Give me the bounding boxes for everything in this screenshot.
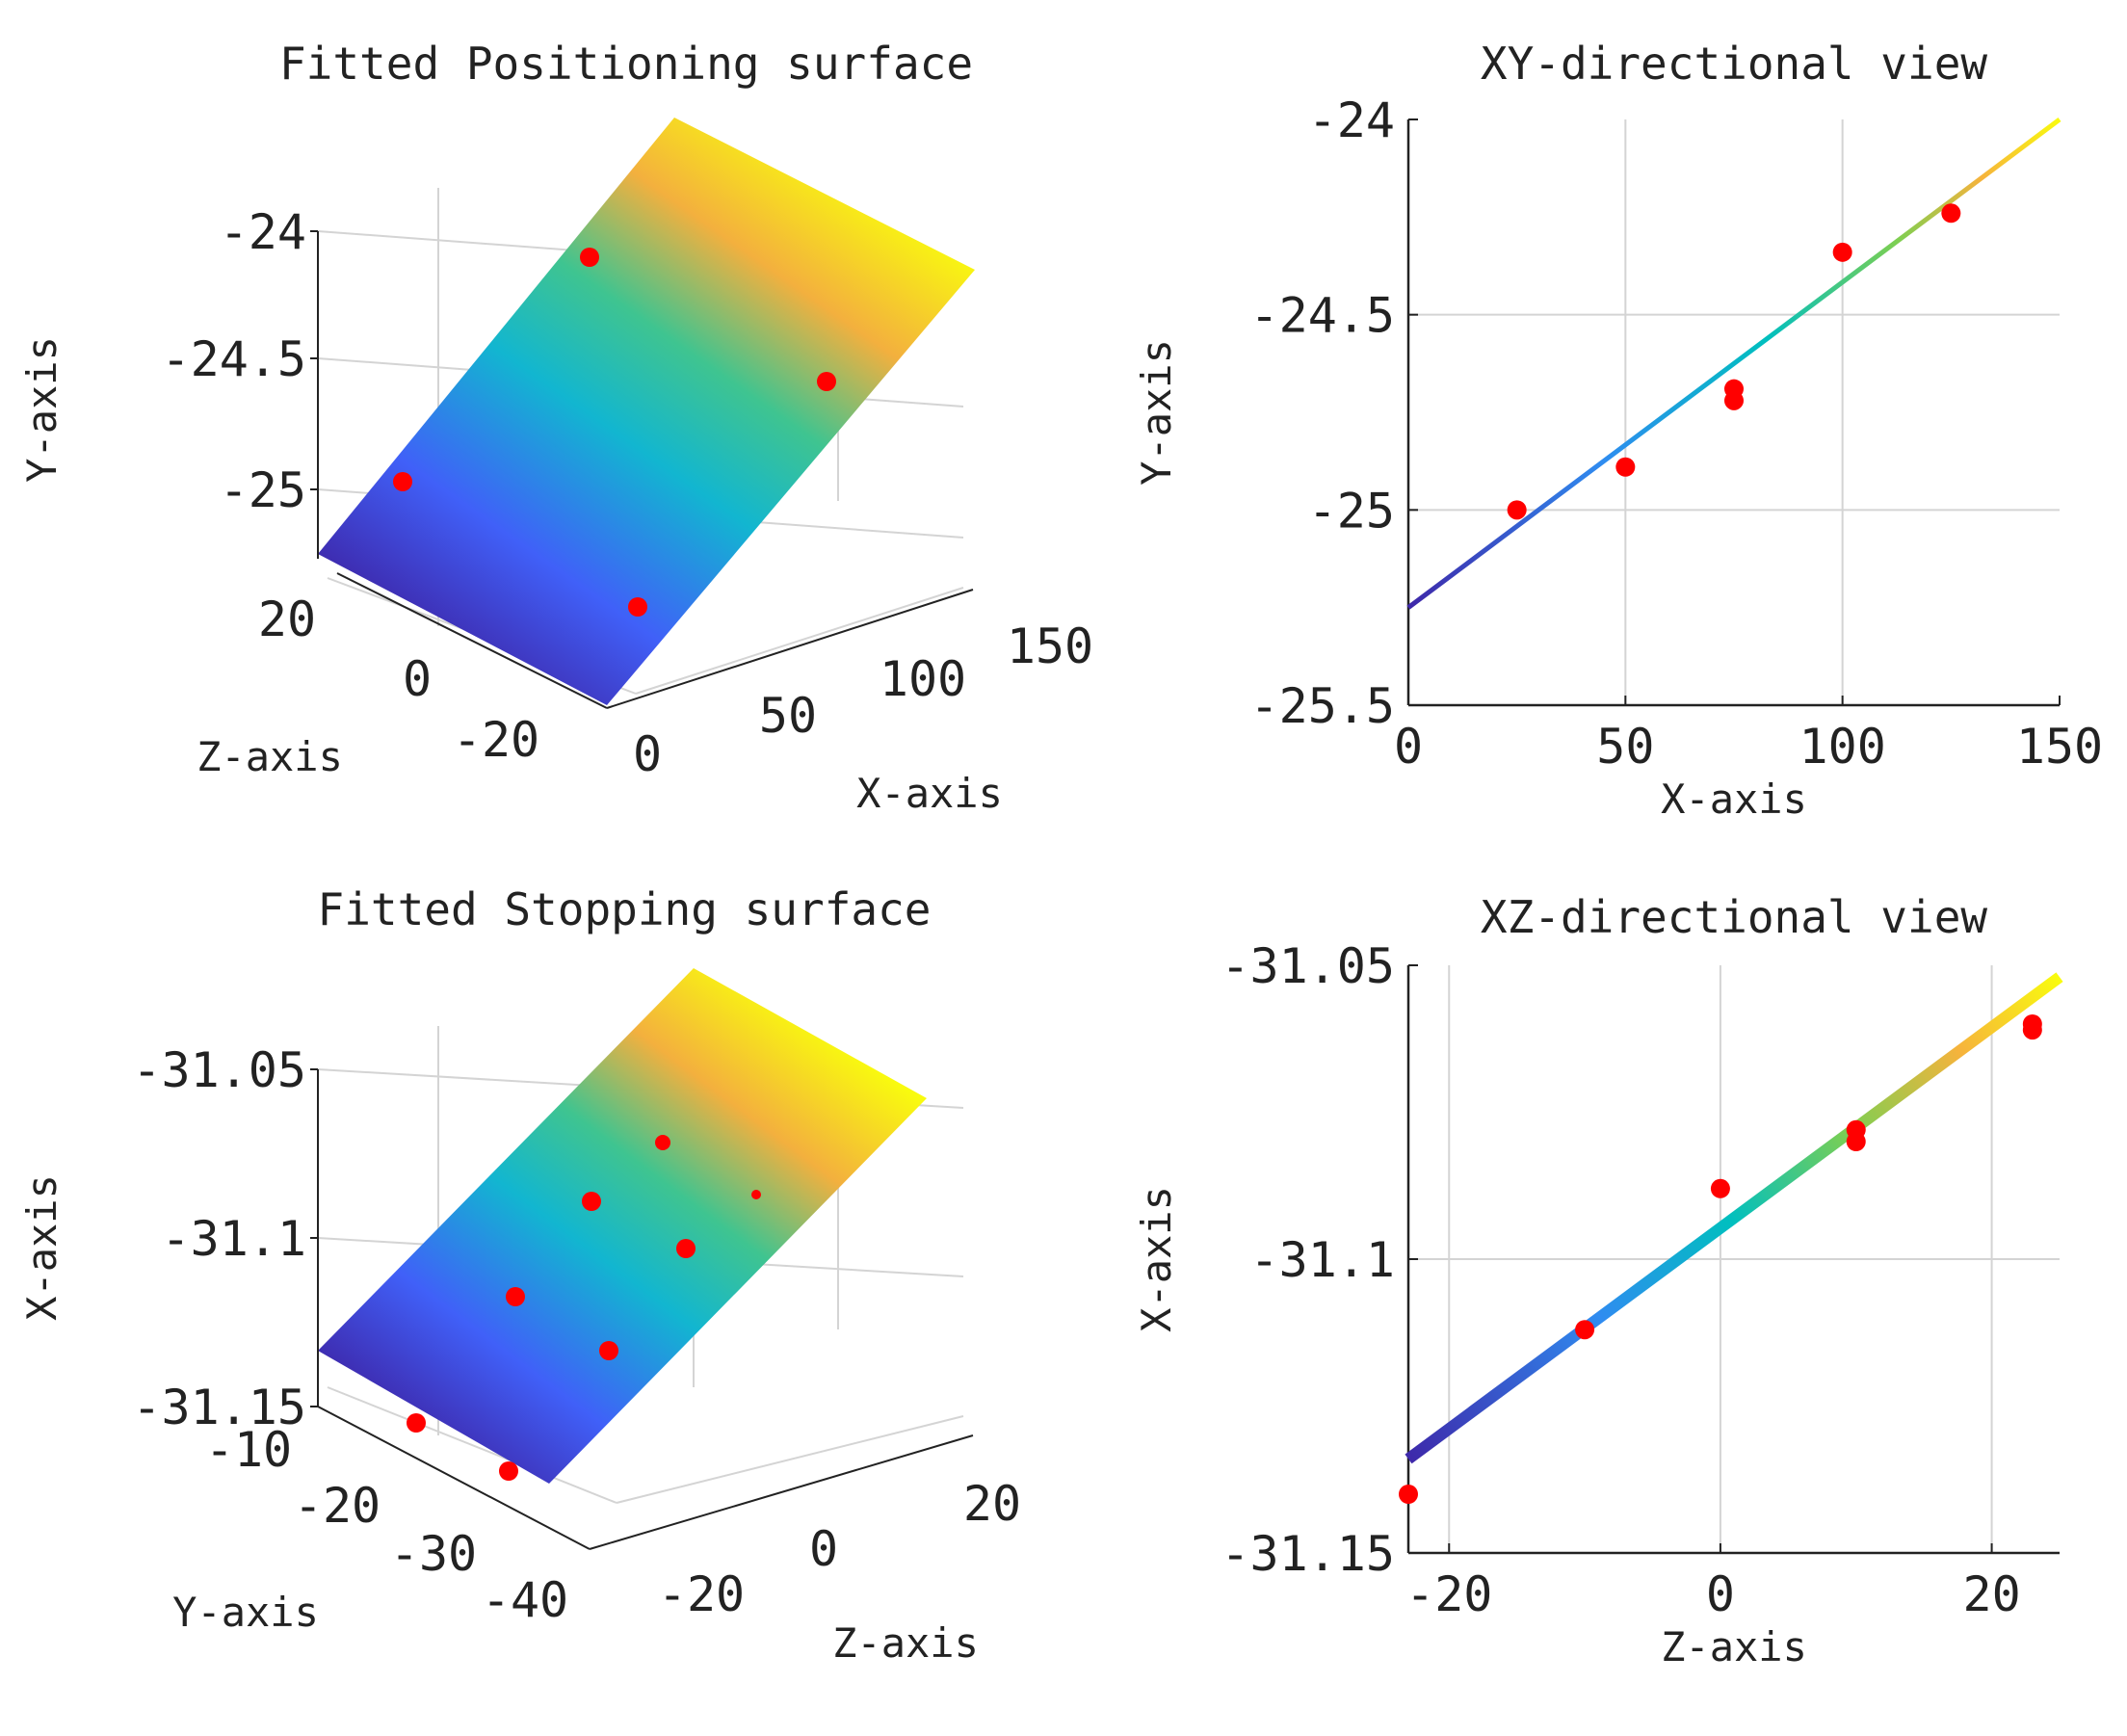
z-tick-label: 20 (963, 1476, 1021, 1532)
axes (310, 230, 974, 709)
y-tick-label: -24.5 (1249, 288, 1395, 344)
x-tick-label: -31.15 (132, 1380, 306, 1435)
y-tick-label: -24.5 (161, 331, 306, 387)
positioning-surface (318, 118, 975, 705)
z-axis-label: Z-axis (197, 733, 343, 780)
x-tick-label: 100 (880, 651, 966, 707)
xy-directional-view-chart: 0 50 100 150 -24 -24.5 -25 -25.5 XY-directional … (1133, 38, 2103, 823)
x-tick-label: 0 (1394, 719, 1423, 775)
chart-title: XZ-directional view (1481, 891, 1987, 943)
z-tick-label: 0 (809, 1521, 838, 1577)
x-tick-label: -31.1 (161, 1211, 306, 1267)
x-tick-label: 100 (1799, 719, 1886, 775)
chart-title: Fitted Positioning surface (279, 38, 973, 90)
grid-lines (1408, 965, 2060, 1553)
x-tick-label: 150 (2016, 719, 2103, 775)
data-point (655, 1135, 670, 1150)
chart-title: XY-directional view (1481, 38, 1987, 90)
y-tick-label: -31.05 (1221, 938, 1395, 994)
x-axis-label: X-axis (18, 1174, 66, 1321)
stopping-surface-chart: Fitted Stopping surface -31.05 -31.1 -31… (18, 883, 1021, 1667)
y-tick-label: -40 (482, 1572, 568, 1628)
data-point (1710, 1178, 1730, 1198)
chart-title: Fitted Stopping surface (318, 883, 932, 935)
data-point (1832, 242, 1852, 262)
data-points (393, 248, 836, 617)
x-tick-label: 20 (1962, 1566, 2020, 1622)
data-point (582, 1192, 601, 1211)
data-point (2022, 1020, 2042, 1040)
data-point (676, 1239, 696, 1258)
data-point (407, 1413, 426, 1433)
z-tick-label: 20 (258, 592, 316, 647)
data-point (628, 597, 647, 617)
data-point (751, 1190, 761, 1199)
data-point (1507, 500, 1527, 520)
fit-line (1406, 117, 2061, 610)
y-tick-label: -24 (220, 204, 306, 260)
data-point (393, 472, 412, 491)
z-axis-label: Z-axis (832, 1619, 979, 1667)
xz-directional-view-chart: -20 0 20 -31.05 -31.1 -31.15 XZ-directional vi… (1133, 891, 2063, 1670)
x-tick-label: 0 (1706, 1566, 1735, 1622)
x-tick-label: 50 (1596, 719, 1654, 775)
y-tick-label: -30 (390, 1526, 477, 1582)
y-tick-label: -24 (1308, 92, 1395, 148)
x-tick-label: 0 (633, 726, 662, 782)
x-tick-label: 150 (1007, 618, 1093, 674)
y-axis-label: Y-axis (1133, 339, 1180, 486)
z-tick-label: -20 (453, 712, 539, 768)
data-point (506, 1287, 525, 1306)
y-tick-label: -25 (220, 462, 306, 518)
z-tick-label: 0 (403, 651, 432, 707)
y-tick-label: -31.15 (1221, 1526, 1395, 1582)
x-tick-label: -31.05 (132, 1042, 306, 1098)
x-tick-label: 50 (759, 688, 817, 744)
data-point (1615, 457, 1636, 477)
y-tick-label: -20 (294, 1478, 381, 1534)
y-tick-label: -25.5 (1249, 678, 1395, 734)
y-axis-label: Y-axis (18, 336, 66, 483)
x-axis-label: Z-axis (1661, 1623, 1807, 1670)
data-point (499, 1461, 518, 1481)
y-tick-label: -10 (205, 1422, 292, 1478)
data-point (1399, 1485, 1418, 1504)
grid-lines (1408, 119, 2060, 705)
data-points (407, 1135, 761, 1481)
axes (310, 1068, 974, 1550)
fit-line (1405, 972, 2063, 1464)
data-point (1941, 203, 1961, 224)
data-point (1575, 1320, 1595, 1340)
data-point (1724, 390, 1744, 410)
stopping-surface (318, 968, 927, 1484)
data-point (599, 1341, 618, 1360)
x-axis-label: X-axis (1661, 776, 1807, 823)
data-point (1846, 1132, 1866, 1151)
y-axis-label: X-axis (1133, 1186, 1180, 1332)
x-axis-label: X-axis (856, 770, 1003, 817)
x-tick-label: -20 (1405, 1566, 1492, 1622)
y-tick-label: -31.1 (1249, 1232, 1395, 1288)
y-tick-label: -25 (1308, 483, 1395, 539)
z-tick-label: -20 (658, 1566, 745, 1622)
y-axis-label: Y-axis (172, 1589, 319, 1636)
data-point (580, 248, 599, 267)
data-point (817, 372, 836, 391)
positioning-surface-chart: Fitted Positioning surface -24 -24.5 -25… (18, 38, 1093, 817)
